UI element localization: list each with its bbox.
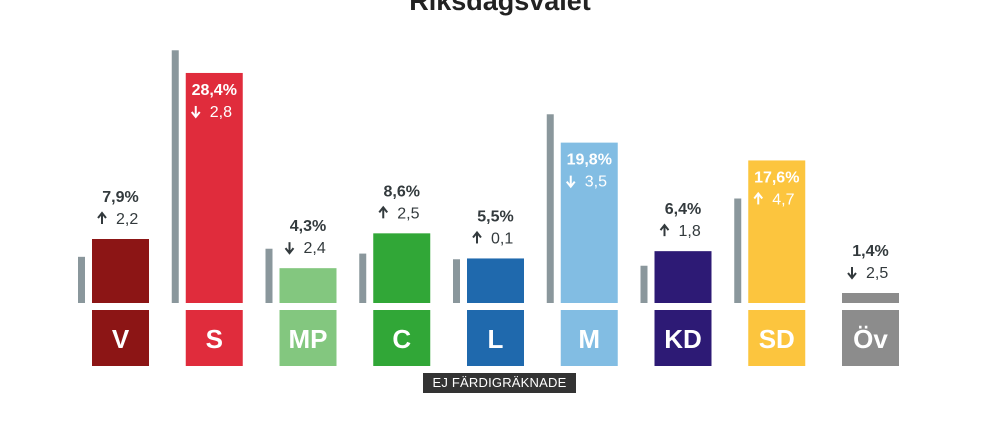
change-label: 4,7 bbox=[772, 191, 794, 208]
party-label-block bbox=[92, 310, 149, 366]
previous-result-bar bbox=[640, 265, 648, 303]
chart-title: Riksdagsvalet bbox=[409, 0, 591, 16]
party-label-block bbox=[748, 310, 806, 366]
party-label-block bbox=[842, 310, 899, 366]
result-bar bbox=[373, 233, 431, 303]
result-bar bbox=[279, 268, 337, 303]
change-label: 2,4 bbox=[304, 240, 326, 257]
change-label: 1,8 bbox=[679, 223, 701, 240]
arrow-up-icon bbox=[97, 211, 107, 225]
value-label: 4,3% bbox=[290, 218, 326, 235]
party-label: L bbox=[488, 324, 504, 354]
arrow-down-icon bbox=[284, 242, 295, 255]
party-label-block bbox=[185, 310, 243, 366]
change-label: 2,8 bbox=[210, 104, 232, 121]
change-label: 0,1 bbox=[491, 230, 513, 247]
result-bar bbox=[748, 160, 806, 303]
party-label: MP bbox=[289, 324, 328, 354]
arrow-up-icon bbox=[472, 230, 482, 244]
change-label: 2,5 bbox=[866, 265, 888, 282]
change-label: 2,2 bbox=[116, 211, 138, 228]
party-label: V bbox=[112, 324, 130, 354]
status-badge: EJ FÄRDIGRÄKNADE bbox=[423, 373, 576, 393]
value-label: 19,8% bbox=[567, 152, 612, 169]
value-label: 6,4% bbox=[665, 201, 701, 218]
party-label-block bbox=[279, 310, 337, 366]
party-label: M bbox=[578, 324, 600, 354]
arrow-down-icon bbox=[847, 267, 857, 280]
value-label: 5,5% bbox=[477, 208, 513, 225]
previous-result-bar bbox=[734, 198, 742, 303]
previous-result-bar bbox=[453, 259, 460, 303]
arrow-down-icon bbox=[190, 105, 201, 119]
previous-result-bar bbox=[359, 253, 367, 303]
arrow-up-icon bbox=[659, 223, 670, 237]
value-label: 1,4% bbox=[852, 243, 888, 260]
previous-result-bar bbox=[171, 50, 179, 303]
value-label: 17,6% bbox=[754, 169, 799, 186]
arrow-up-icon bbox=[753, 191, 764, 205]
result-bar bbox=[92, 239, 149, 303]
change-label: 3,5 bbox=[585, 174, 607, 191]
party-label-block bbox=[467, 310, 524, 366]
arrow-up-icon bbox=[378, 205, 389, 219]
change-label: 2,5 bbox=[397, 205, 419, 222]
previous-result-bar bbox=[546, 114, 554, 304]
result-bar bbox=[560, 142, 618, 303]
party-label-block bbox=[654, 310, 712, 366]
party-label-block bbox=[560, 310, 618, 366]
result-bar bbox=[842, 293, 899, 303]
party-label: Öv bbox=[853, 324, 888, 354]
party-label: KD bbox=[664, 324, 702, 354]
value-label: 28,4% bbox=[192, 82, 237, 99]
value-label: 8,6% bbox=[384, 183, 420, 200]
party-label-block bbox=[373, 310, 431, 366]
result-bar bbox=[467, 258, 524, 303]
party-label: S bbox=[206, 324, 223, 354]
result-bar bbox=[654, 251, 712, 303]
previous-result-bar bbox=[78, 256, 85, 303]
party-label: C bbox=[392, 324, 411, 354]
value-label: 7,9% bbox=[102, 189, 138, 206]
previous-result-bar bbox=[265, 248, 273, 303]
party-label: SD bbox=[759, 324, 795, 354]
arrow-down-icon bbox=[565, 175, 576, 189]
